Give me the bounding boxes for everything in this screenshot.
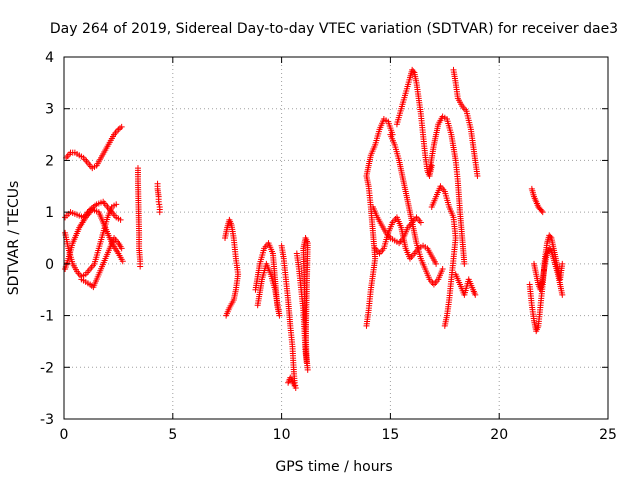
x-axis-label: GPS time / hours xyxy=(275,459,392,475)
series-arc6 xyxy=(134,165,144,270)
data-point xyxy=(461,260,468,267)
data-point xyxy=(155,198,162,205)
x-tick-label: 10 xyxy=(273,427,291,443)
data-point xyxy=(137,263,144,270)
series-arc10 xyxy=(278,242,299,391)
data-point xyxy=(304,366,311,373)
x-tick-label: 0 xyxy=(60,427,69,443)
data-point xyxy=(547,246,554,253)
data-point xyxy=(547,233,554,240)
data-point xyxy=(119,258,126,265)
y-tick-label: 4 xyxy=(45,50,54,66)
x-tick-label: 5 xyxy=(168,427,177,443)
y-tick-label: 3 xyxy=(45,102,54,118)
series-arc7 xyxy=(154,180,163,216)
series-arc19 xyxy=(450,66,481,179)
data-points xyxy=(62,66,566,391)
data-point xyxy=(439,266,446,273)
x-tick-label: 25 xyxy=(599,427,617,443)
series-arc22 xyxy=(526,232,566,335)
data-point xyxy=(428,162,435,169)
data-point xyxy=(538,207,545,214)
data-point xyxy=(559,291,566,298)
y-tick-label: 0 xyxy=(45,257,54,273)
data-point xyxy=(474,172,481,179)
y-tick-label: 2 xyxy=(45,153,54,169)
y-tick-label: -2 xyxy=(40,360,54,376)
data-point xyxy=(285,379,292,386)
axis-ticks: 0 5 10 15 20 25 -3 -2 -1 0 1 2 3 4 xyxy=(40,50,617,443)
data-point xyxy=(472,291,479,298)
data-point xyxy=(417,219,424,226)
y-tick-label: -3 xyxy=(40,412,54,428)
series-arc23 xyxy=(531,245,566,298)
series-arc3 xyxy=(62,201,120,280)
data-point xyxy=(223,312,230,319)
data-point xyxy=(118,123,125,130)
series-arc9 xyxy=(252,240,283,319)
series-arc8 xyxy=(222,216,242,319)
plot-frame xyxy=(63,56,609,420)
series-arc21 xyxy=(528,185,546,216)
series-arc18 xyxy=(428,183,459,329)
y-tick-label: 1 xyxy=(45,205,54,221)
series-arc20 xyxy=(452,271,479,298)
data-point xyxy=(433,260,440,267)
series-arc11 xyxy=(293,235,311,373)
series-arc15 xyxy=(372,214,440,267)
grid-lines xyxy=(64,57,608,419)
data-point xyxy=(156,209,163,216)
series-arc14 xyxy=(387,131,446,288)
x-tick-label: 15 xyxy=(381,427,399,443)
data-point xyxy=(539,209,546,216)
data-point xyxy=(113,201,120,208)
chart-title: Day 264 of 2019, Sidereal Day-to-day VTE… xyxy=(50,21,618,37)
data-point xyxy=(559,260,566,267)
data-point xyxy=(254,302,261,309)
data-point xyxy=(117,216,124,223)
series-arc16 xyxy=(393,66,435,179)
series-arc5 xyxy=(78,235,125,291)
y-axis-label: SDTVAR / TECUs xyxy=(6,181,22,296)
data-point xyxy=(410,68,417,75)
series-arc4 xyxy=(63,123,125,172)
x-tick-label: 20 xyxy=(490,427,508,443)
data-point xyxy=(156,201,163,208)
series-arc2 xyxy=(62,206,126,273)
y-tick-label: -1 xyxy=(40,309,54,325)
data-point xyxy=(118,245,125,252)
series-arc17 xyxy=(426,113,468,267)
series-arc1 xyxy=(62,198,124,223)
data-point xyxy=(441,322,448,329)
